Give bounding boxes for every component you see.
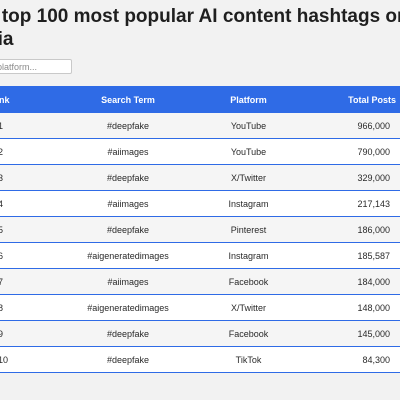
total-posts-cell: 84,300: [309, 346, 400, 373]
rank-cell: 3: [0, 164, 68, 191]
total-posts-cell: 184,000: [309, 268, 400, 295]
platform-cell: X/Twitter: [188, 164, 309, 191]
rank-cell: 6: [0, 242, 68, 269]
search-term-cell: #deepfake: [68, 320, 188, 347]
search-term-cell: #aigeneratedimages: [68, 294, 188, 321]
page-title-line-1: e top 100 most popular AI content hashta…: [0, 6, 400, 27]
search-term-cell: #aiimages: [68, 138, 188, 165]
total-posts-cell: 329,000: [309, 164, 400, 191]
rank-cell: 7: [0, 268, 68, 295]
rank-cell: 10: [0, 346, 68, 373]
column-header-total-posts[interactable]: Total Posts: [309, 86, 400, 113]
platform-cell: Instagram: [188, 190, 309, 217]
platform-cell: YouTube: [188, 138, 309, 165]
table-row: 3 #deepfake X/Twitter 329,000: [0, 164, 400, 191]
page-title-line-2: dia: [0, 29, 14, 50]
table-row: 5 #deepfake Pinterest 186,000: [0, 216, 400, 243]
search-term-cell: #deepfake: [68, 164, 188, 191]
platform-cell: Facebook: [188, 320, 309, 347]
total-posts-cell: 966,000: [309, 113, 400, 139]
rank-cell: 5: [0, 216, 68, 243]
table-header-row: ank Search Term Platform Total Posts: [0, 86, 400, 113]
search-term-cell: #aiimages: [68, 268, 188, 295]
rank-cell: 4: [0, 190, 68, 217]
rank-cell: 9: [0, 320, 68, 347]
table-row: 10 #deepfake TikTok 84,300: [0, 346, 400, 373]
rank-cell: 2: [0, 138, 68, 165]
search-term-cell: #deepfake: [68, 216, 188, 243]
table-row: 4 #aiimages Instagram 217,143: [0, 190, 400, 217]
hashtag-table: ank Search Term Platform Total Posts 1 #…: [0, 86, 400, 373]
page-title: e top 100 most popular AI content hashta…: [0, 5, 400, 51]
table-row: 6 #aigeneratedimages Instagram 185,587: [0, 242, 400, 269]
platform-cell: TikTok: [188, 346, 309, 373]
total-posts-cell: 217,143: [309, 190, 400, 217]
table-row: 9 #deepfake Facebook 145,000: [0, 320, 400, 347]
column-header-platform[interactable]: Platform: [188, 86, 309, 113]
platform-cell: X/Twitter: [188, 294, 309, 321]
total-posts-cell: 185,587: [309, 242, 400, 269]
platform-cell: Instagram: [188, 242, 309, 269]
table-row: 8 #aigeneratedimages X/Twitter 148,000: [0, 294, 400, 321]
table-row: 1 #deepfake YouTube 966,000: [0, 113, 400, 139]
platform-cell: YouTube: [188, 113, 309, 139]
platform-search-input[interactable]: [0, 59, 72, 74]
rank-cell: 1: [0, 113, 68, 139]
platform-cell: Pinterest: [188, 216, 309, 243]
search-term-cell: #aigeneratedimages: [68, 242, 188, 269]
rank-cell: 8: [0, 294, 68, 321]
column-header-rank[interactable]: ank: [0, 86, 68, 113]
table-row: 2 #aiimages YouTube 790,000: [0, 138, 400, 165]
total-posts-cell: 145,000: [309, 320, 400, 347]
total-posts-cell: 186,000: [309, 216, 400, 243]
search-term-cell: #deepfake: [68, 346, 188, 373]
platform-cell: Facebook: [188, 268, 309, 295]
search-term-cell: #deepfake: [68, 113, 188, 139]
search-term-cell: #aiimages: [68, 190, 188, 217]
column-header-search-term[interactable]: Search Term: [68, 86, 188, 113]
total-posts-cell: 790,000: [309, 138, 400, 165]
table-row: 7 #aiimages Facebook 184,000: [0, 268, 400, 295]
total-posts-cell: 148,000: [309, 294, 400, 321]
